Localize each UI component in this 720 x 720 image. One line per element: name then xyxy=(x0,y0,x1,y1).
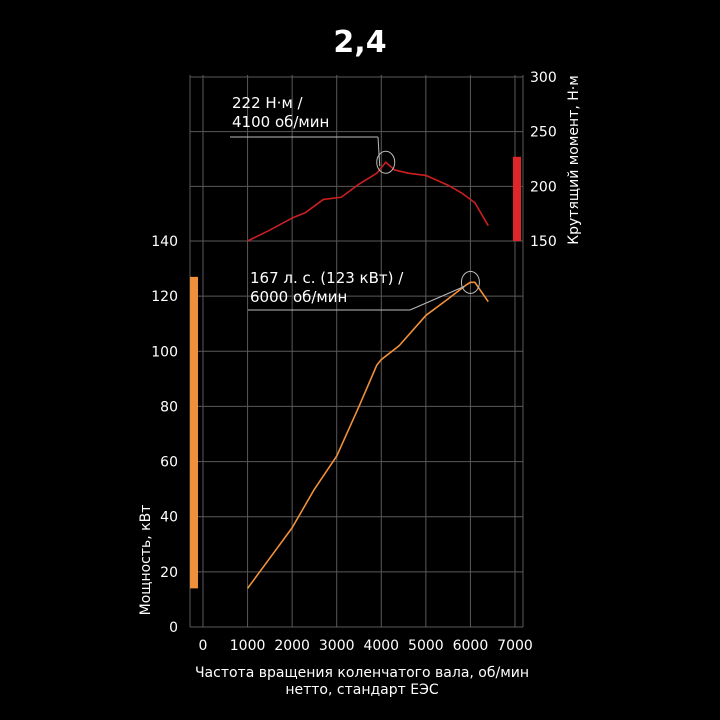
annotation-text: 222 Н·м / xyxy=(232,94,304,112)
x-tick-label: 2000 xyxy=(274,638,310,654)
x-tick-label: 6000 xyxy=(453,638,489,654)
annotation-text: 167 л. с. (123 кВт) / xyxy=(250,269,404,287)
range-bars xyxy=(190,156,521,589)
annotation-text: 6000 об/мин xyxy=(250,288,347,306)
torque-tick-label: 250 xyxy=(530,125,557,141)
power-tick-label: 20 xyxy=(160,565,178,581)
torque-tick-label: 300 xyxy=(530,70,557,86)
power-line xyxy=(246,281,489,589)
x-axis-label-line1: Частота вращения коленчатого вала, об/ми… xyxy=(195,665,529,681)
power-tick-label: 0 xyxy=(169,620,178,636)
torque-tick-label: 200 xyxy=(530,179,557,195)
series-lines xyxy=(246,161,489,589)
annotations: 222 Н·м /4100 об/мин 167 л. с. (123 кВт) … xyxy=(230,94,480,311)
x-tick-label: 3000 xyxy=(319,638,355,654)
annotation-leader xyxy=(377,136,381,167)
y-axis-label-power: Мощность, кВт xyxy=(138,505,154,616)
power-tick-label: 140 xyxy=(151,234,178,250)
torque-range-bar xyxy=(513,156,521,241)
annotation-leader xyxy=(409,285,465,311)
power-tick-label: 120 xyxy=(151,289,178,305)
torque-tick-label: 150 xyxy=(530,234,557,250)
x-tick-label: 5000 xyxy=(408,638,444,654)
x-tick-label: 7000 xyxy=(497,638,533,654)
power-tick-label: 60 xyxy=(160,455,178,471)
x-tick-label: 1000 xyxy=(230,638,266,654)
x-tick-label: 0 xyxy=(199,638,208,654)
power-tick-label: 80 xyxy=(160,399,178,415)
power-range-bar xyxy=(190,276,198,589)
grid xyxy=(189,75,524,628)
annotation-marker xyxy=(376,150,396,174)
tick-labels: 0 1000 2000 3000 4000 5000 6000 7000 0 20 40 60 80 10… xyxy=(151,70,556,654)
y-axis-label-torque: Крутящий момент, Н·м xyxy=(566,75,582,245)
x-tick-label: 4000 xyxy=(363,638,399,654)
torque-line xyxy=(247,161,489,242)
chart-title: 2,4 xyxy=(333,25,386,60)
annotation-text: 4100 об/мин xyxy=(232,113,329,131)
annotation-marker xyxy=(460,270,480,294)
x-axis-label-line2: нетто, стандарт ЕЭС xyxy=(285,682,439,698)
power-tick-label: 40 xyxy=(160,510,178,526)
power-tick-label: 100 xyxy=(151,344,178,360)
